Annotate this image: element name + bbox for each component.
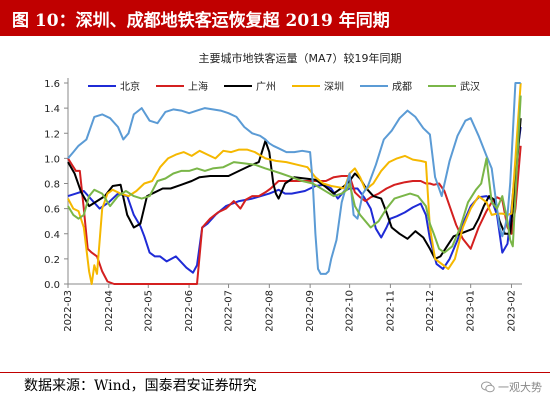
chart-title: 主要城市地铁客运量（MA7）较19年同期 bbox=[198, 51, 401, 65]
legend-label: 武汉 bbox=[460, 80, 480, 93]
watermark-text: 一观大势 bbox=[498, 381, 542, 394]
y-tick-label: 1.4 bbox=[44, 104, 60, 115]
x-tick-label: 2022-09 bbox=[305, 290, 316, 332]
series-line bbox=[67, 82, 521, 275]
x-tick-label: 2023-02 bbox=[506, 290, 517, 332]
legend-label: 上海 bbox=[188, 80, 208, 93]
x-tick-label: 2022-06 bbox=[184, 290, 195, 332]
series-line bbox=[67, 95, 522, 254]
x-axis: 2022-03 2022-04 2022-05 2022-06 2022-07 2022-… bbox=[63, 283, 522, 332]
watermark: 一观大势 bbox=[481, 379, 542, 395]
x-tick-label: 2022-03 bbox=[63, 290, 74, 332]
x-tick-label: 2022-10 bbox=[345, 290, 356, 332]
x-tick-label: 2022-12 bbox=[425, 290, 436, 332]
source-note: 数据来源：Wind，国泰君安证券研究 bbox=[24, 378, 257, 394]
figure-title: 图 10：深圳、成都地铁客运恢复超 2019 年同期 bbox=[12, 10, 390, 31]
x-tick-label: 2022-04 bbox=[104, 290, 115, 332]
y-tick-label: 1.2 bbox=[44, 129, 60, 140]
y-tick-label: 1.6 bbox=[44, 79, 60, 90]
legend-label: 成都 bbox=[392, 81, 412, 93]
footer: 数据来源：Wind，国泰君安证券研究 一观大势 bbox=[0, 372, 550, 402]
legend: 北京 上海 广州 深圳 成都 武汉 bbox=[88, 80, 480, 93]
plot-area bbox=[67, 82, 522, 285]
y-tick-label: 0.4 bbox=[44, 230, 60, 241]
x-tick-label: 2023-01 bbox=[466, 290, 477, 332]
y-tick-label: 0.0 bbox=[44, 280, 60, 291]
legend-label: 深圳 bbox=[324, 81, 344, 93]
series-line bbox=[67, 118, 522, 260]
figure-header: 图 10：深圳、成都地铁客运恢复超 2019 年同期 bbox=[0, 0, 550, 36]
legend-label: 北京 bbox=[120, 80, 140, 93]
x-tick-label: 2022-07 bbox=[224, 290, 235, 332]
x-tick-label: 2022-05 bbox=[143, 290, 154, 332]
y-axis: 0.0 0.2 0.4 0.6 0.8 1.0 1.2 1.4 1.6 bbox=[44, 78, 69, 291]
x-tick-label: 2022-11 bbox=[385, 290, 396, 332]
y-tick-label: 0.2 bbox=[44, 255, 60, 266]
y-tick-label: 0.6 bbox=[44, 205, 60, 216]
y-tick-label: 1.0 bbox=[44, 154, 60, 165]
line-chart: 主要城市地铁客运量（MA7）较19年同期 北京 上海 广州 深圳 成都 武汉 0.0 0.2… bbox=[44, 51, 522, 332]
x-tick-label: 2022-08 bbox=[264, 290, 275, 332]
wechat-icon bbox=[481, 381, 495, 393]
y-tick-label: 0.8 bbox=[44, 180, 60, 191]
legend-label: 广州 bbox=[256, 81, 276, 93]
series-line bbox=[67, 126, 522, 274]
